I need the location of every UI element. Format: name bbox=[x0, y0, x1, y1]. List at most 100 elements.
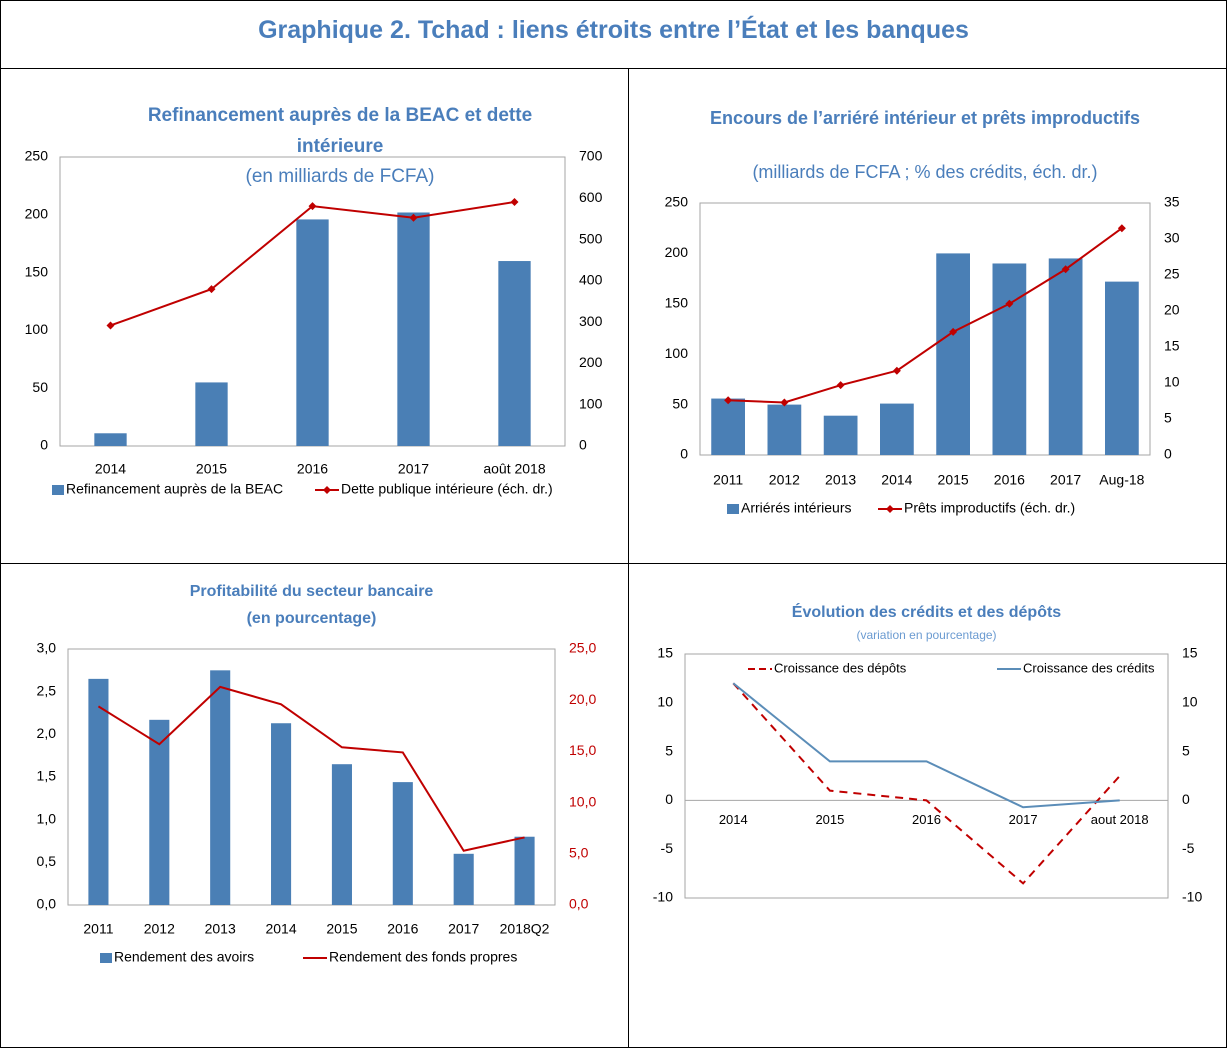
chart-title: Évolution des crédits et des dépôts bbox=[791, 604, 1062, 621]
x-tick-label: 2015 bbox=[196, 461, 227, 477]
bar bbox=[397, 212, 430, 446]
y2-tick-label: 0 bbox=[1182, 791, 1190, 807]
y-tick-label: 0 bbox=[40, 437, 48, 453]
y-tick-label: 200 bbox=[665, 244, 689, 260]
y-tick-label: 1,5 bbox=[37, 768, 57, 784]
y-tick-label: 100 bbox=[25, 321, 49, 337]
marker bbox=[1061, 265, 1070, 274]
bar bbox=[711, 398, 745, 455]
bar bbox=[498, 261, 531, 446]
bar bbox=[88, 678, 109, 905]
x-tick-label: 2018Q2 bbox=[500, 921, 550, 937]
x-tick-label: aout 2018 bbox=[1091, 812, 1149, 827]
bar bbox=[992, 263, 1027, 455]
x-tick-label: 2017 bbox=[398, 461, 429, 477]
y-tick-label: 2,0 bbox=[37, 725, 57, 741]
x-tick-label: 2014 bbox=[719, 812, 748, 827]
y-tick-label: 0 bbox=[665, 791, 673, 807]
bar bbox=[880, 403, 914, 455]
bar bbox=[936, 253, 970, 455]
y2-tick-label: 400 bbox=[579, 272, 603, 288]
bar bbox=[1105, 281, 1139, 455]
figure-title: Graphique 2. Tchad : liens étroits entre… bbox=[258, 16, 969, 44]
bar bbox=[210, 670, 231, 905]
y2-tick-label: 500 bbox=[579, 230, 603, 246]
y2-tick-label: 15,0 bbox=[569, 742, 596, 758]
x-tick-label: 2015 bbox=[938, 472, 969, 488]
y-tick-label: 0,0 bbox=[37, 896, 57, 912]
legend-label: Rendement des fonds propres bbox=[329, 949, 517, 965]
y2-tick-label: 5,0 bbox=[569, 845, 589, 861]
chart-title: Refinancement auprès de la BEAC et dette… bbox=[147, 105, 533, 157]
y2-tick-label: 5 bbox=[1182, 742, 1190, 758]
x-tick-label: 2017 bbox=[1009, 812, 1038, 827]
y2-tick-label: -5 bbox=[1182, 840, 1195, 856]
x-tick-label: 2016 bbox=[912, 812, 941, 827]
y2-tick-label: 35 bbox=[1164, 194, 1180, 210]
y-tick-label: 150 bbox=[25, 263, 49, 279]
y2-tick-label: 20,0 bbox=[569, 691, 596, 707]
y2-tick-label: 600 bbox=[579, 189, 603, 205]
x-tick-label: Aug-18 bbox=[1099, 472, 1144, 488]
plot-border bbox=[699, 202, 1151, 456]
x-tick-label: août 2018 bbox=[483, 461, 545, 477]
x-tick-label: 2017 bbox=[1050, 472, 1081, 488]
y-tick-label: 2,5 bbox=[37, 682, 57, 698]
legend-label: Croissance des crédits bbox=[1023, 660, 1155, 675]
x-tick-label: 2014 bbox=[881, 472, 912, 488]
legend-swatch bbox=[100, 953, 112, 963]
legend-label: Prêts improductifs (éch. dr.) bbox=[904, 500, 1075, 516]
chart-subtitle: (en pourcentage) bbox=[246, 610, 377, 627]
y2-tick-label: 0,0 bbox=[569, 896, 589, 912]
bar bbox=[392, 782, 413, 905]
x-tick-label: 2011 bbox=[83, 921, 113, 937]
y2-tick-label: 20 bbox=[1164, 302, 1180, 318]
y2-tick-label: 25 bbox=[1164, 266, 1180, 282]
y-tick-label: 250 bbox=[665, 194, 689, 210]
y2-tick-label: 30 bbox=[1164, 230, 1180, 246]
marker bbox=[308, 202, 317, 211]
legend-marker bbox=[323, 486, 331, 494]
y-tick-label: -10 bbox=[653, 889, 673, 905]
y-tick-label: 50 bbox=[32, 379, 48, 395]
legend-label: Refinancement auprès de la BEAC bbox=[66, 481, 283, 497]
y2-tick-label: 0 bbox=[1164, 446, 1172, 462]
y-tick-label: 200 bbox=[25, 206, 49, 222]
marker bbox=[106, 321, 115, 330]
marker bbox=[892, 366, 901, 375]
chart-subtitle: (variation en pourcentage) bbox=[856, 628, 997, 642]
x-tick-label: 2015 bbox=[326, 921, 357, 937]
bar bbox=[823, 415, 858, 455]
x-tick-label: 2011 bbox=[713, 472, 743, 488]
y2-tick-label: -10 bbox=[1182, 889, 1202, 905]
bar bbox=[514, 836, 535, 905]
legend-label: Rendement des avoirs bbox=[114, 949, 254, 965]
plot-border bbox=[684, 653, 1169, 899]
plot-border bbox=[67, 648, 556, 906]
x-tick-label: 2016 bbox=[387, 921, 418, 937]
bar bbox=[1048, 258, 1083, 455]
y2-tick-label: 15 bbox=[1182, 645, 1198, 661]
chart-subtitle: (milliards de FCFA ; % des crédits, éch.… bbox=[752, 162, 1098, 182]
x-tick-label: 2012 bbox=[769, 472, 800, 488]
bar bbox=[296, 219, 329, 446]
marker bbox=[724, 396, 733, 405]
y-tick-label: 15 bbox=[657, 645, 673, 661]
x-tick-label: 2013 bbox=[825, 472, 856, 488]
marker bbox=[836, 381, 845, 390]
chart-title: Profitabilité du secteur bancaire bbox=[189, 583, 434, 600]
bar bbox=[195, 382, 228, 446]
marker bbox=[207, 285, 216, 294]
bar bbox=[767, 404, 802, 455]
y2-tick-label: 0 bbox=[579, 437, 587, 453]
x-tick-label: 2015 bbox=[815, 812, 844, 827]
x-tick-label: 2017 bbox=[448, 921, 479, 937]
y-tick-label: 5 bbox=[665, 742, 673, 758]
y2-tick-label: 10 bbox=[1164, 374, 1180, 390]
chart-title: Encours de l’arriéré intérieur et prêts … bbox=[709, 108, 1141, 128]
y-tick-label: 0,5 bbox=[37, 853, 57, 869]
line bbox=[97, 685, 525, 852]
y-tick-label: 100 bbox=[665, 345, 689, 361]
marker bbox=[780, 398, 789, 407]
marker bbox=[1005, 299, 1014, 308]
